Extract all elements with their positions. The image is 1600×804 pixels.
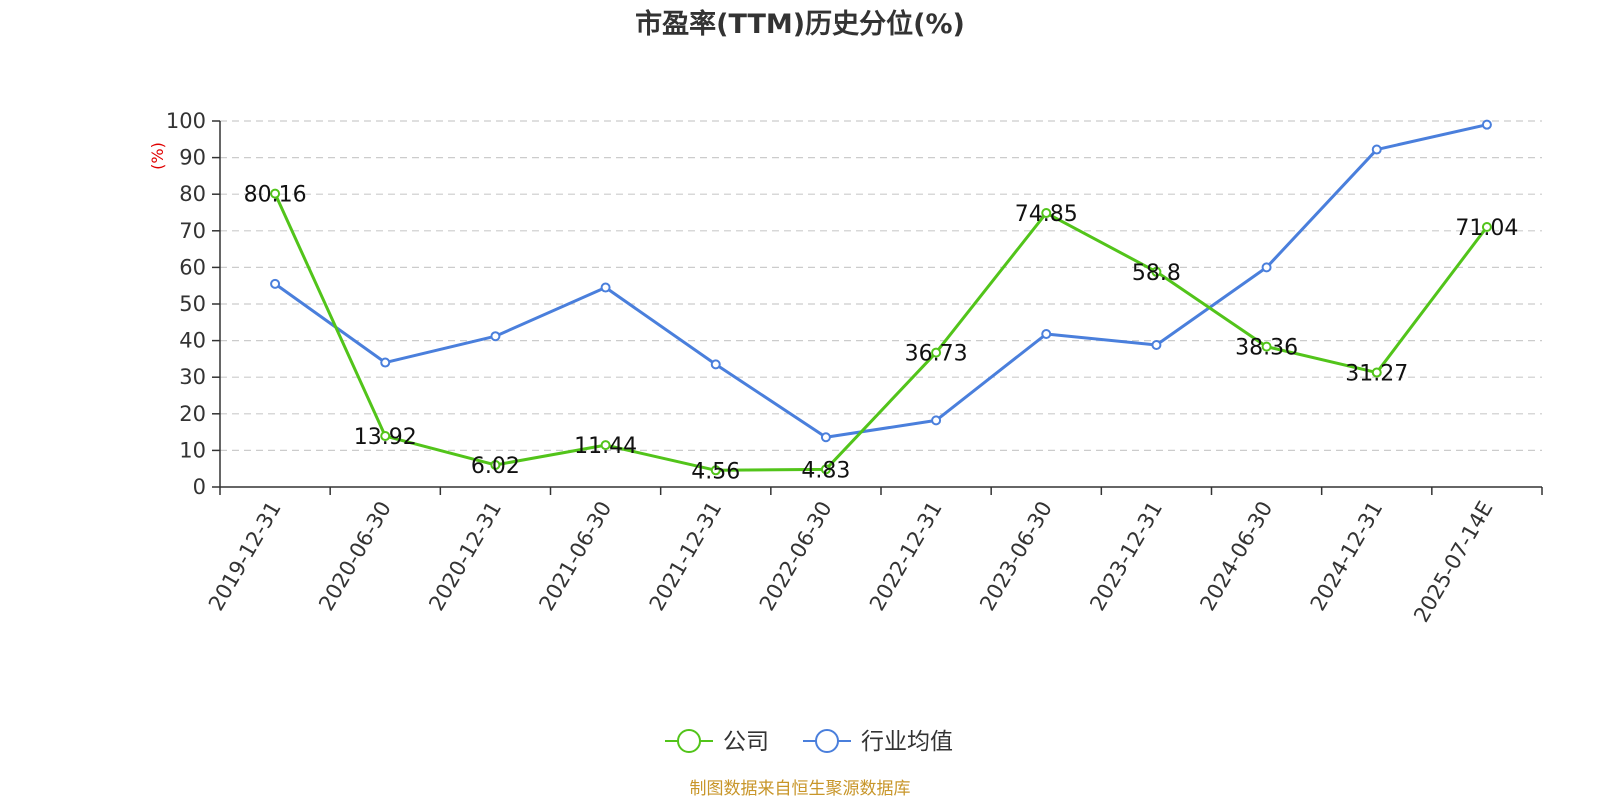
data-point bbox=[710, 359, 721, 370]
data-point bbox=[1041, 208, 1052, 219]
x-tick-label: 2024-06-30 bbox=[1195, 497, 1277, 615]
data-point bbox=[931, 347, 942, 358]
legend-marker-icon bbox=[677, 729, 701, 753]
data-point bbox=[380, 431, 391, 442]
x-tick-label: 2021-06-30 bbox=[534, 497, 616, 615]
source-note: 制图数据来自恒生聚源数据库 bbox=[690, 779, 911, 799]
legend: 公司 行业均值 bbox=[665, 729, 953, 755]
data-point bbox=[600, 440, 611, 451]
series-lines bbox=[270, 119, 1492, 476]
y-tick-label: 50 bbox=[179, 292, 206, 316]
x-tick-label: 2022-12-31 bbox=[865, 497, 947, 615]
data-point bbox=[710, 465, 721, 476]
y-tick-label: 0 bbox=[193, 475, 206, 499]
x-tick-label: 2023-06-30 bbox=[975, 497, 1057, 615]
data-label: 6.02 bbox=[471, 454, 520, 479]
legend-marker-icon bbox=[815, 729, 839, 753]
grid-lines bbox=[220, 120, 1542, 451]
data-point bbox=[820, 432, 831, 443]
data-label: 80.16 bbox=[244, 183, 307, 208]
x-tick-label: 2023-12-31 bbox=[1085, 497, 1167, 615]
y-tick-label: 20 bbox=[179, 402, 206, 426]
legend-item[interactable]: 行业均值 bbox=[803, 729, 953, 755]
data-label: 13.92 bbox=[354, 425, 417, 450]
data-point bbox=[820, 464, 831, 475]
data-point bbox=[270, 188, 281, 199]
data-point bbox=[1151, 266, 1162, 277]
y-tick-label: 90 bbox=[179, 146, 206, 170]
legend-item[interactable]: 公司 bbox=[665, 729, 769, 755]
data-point bbox=[1481, 221, 1492, 232]
y-tick-label: 100 bbox=[166, 109, 206, 133]
data-point bbox=[1151, 339, 1162, 350]
data-point bbox=[1041, 329, 1052, 340]
data-labels: 80.16 13.92 6.02 11.44 4.56 4.83 36.73 74.85 58.… bbox=[244, 183, 1519, 485]
axes: 0 10 20 30 40 50 60 70 80 90 100 2019-12-31 2020-06-… bbox=[166, 109, 1543, 626]
data-point bbox=[490, 459, 501, 470]
data-label: 71.04 bbox=[1455, 216, 1518, 241]
data-point bbox=[1261, 341, 1272, 352]
data-label: 4.83 bbox=[801, 458, 850, 483]
legend-label: 公司 bbox=[723, 729, 769, 755]
data-point bbox=[600, 282, 611, 293]
x-tick-label: 2020-06-30 bbox=[314, 497, 396, 615]
data-label: 58.8 bbox=[1132, 261, 1181, 286]
data-point bbox=[1371, 144, 1382, 155]
y-tick-label: 10 bbox=[179, 438, 206, 462]
x-tick-label: 2021-12-31 bbox=[645, 497, 727, 615]
data-point bbox=[931, 415, 942, 426]
x-tick-label: 2022-06-30 bbox=[755, 497, 837, 615]
data-label: 11.44 bbox=[574, 434, 637, 459]
series-line-0 bbox=[273, 192, 1489, 472]
y-tick-label: 30 bbox=[179, 365, 206, 389]
y-axis-unit: (%) bbox=[148, 142, 167, 170]
data-point bbox=[490, 331, 501, 342]
y-tick-label: 40 bbox=[179, 329, 206, 353]
y-tick-label: 70 bbox=[179, 219, 206, 243]
x-tick-label: 2020-12-31 bbox=[424, 497, 506, 615]
data-label: 31.27 bbox=[1345, 362, 1408, 387]
chart-title: 市盈率(TTM)历史分位(%) bbox=[635, 8, 965, 40]
data-point bbox=[380, 357, 391, 368]
data-label: 4.56 bbox=[691, 459, 740, 484]
y-tick-label: 80 bbox=[179, 182, 206, 206]
x-tick-label: 2019-12-31 bbox=[204, 497, 286, 615]
x-tick-label: 2025-07-14E bbox=[1409, 497, 1497, 626]
y-tick-label: 60 bbox=[179, 255, 206, 279]
x-tick-label: 2024-12-31 bbox=[1306, 497, 1388, 615]
series-line-1 bbox=[274, 123, 1488, 439]
data-point bbox=[1371, 367, 1382, 378]
legend-label: 行业均值 bbox=[861, 729, 953, 755]
data-point bbox=[1481, 119, 1492, 130]
data-point bbox=[1261, 262, 1272, 273]
data-point bbox=[270, 278, 281, 289]
data-label: 38.36 bbox=[1235, 336, 1298, 361]
data-label: 74.85 bbox=[1015, 202, 1078, 227]
data-label: 36.73 bbox=[905, 342, 968, 367]
